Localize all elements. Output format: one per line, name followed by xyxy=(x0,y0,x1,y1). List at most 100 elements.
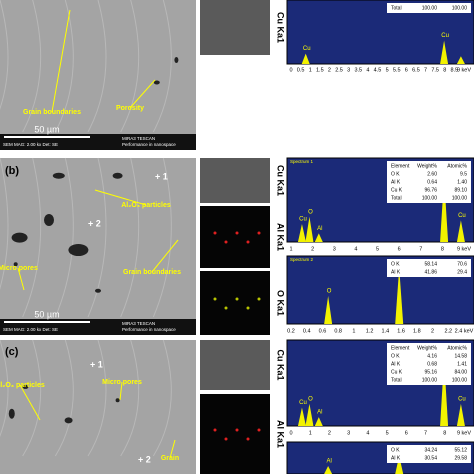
pore xyxy=(153,80,160,85)
x-tick-label: 1 xyxy=(352,328,355,334)
table-cell: 9.5 xyxy=(460,171,467,177)
table-header: Atomic% xyxy=(447,345,467,351)
x-tick-label: 2.5 xyxy=(335,67,343,73)
table-cell: 100.00 xyxy=(422,5,438,11)
peak-label: Al xyxy=(326,459,331,465)
x-tick-label: 0.6 xyxy=(319,328,327,334)
x-tick-label: 2 xyxy=(328,430,331,436)
x-tick-label: 4 xyxy=(354,246,357,252)
x-tick-label: 0.2 xyxy=(287,328,295,334)
table-cell: Al K xyxy=(391,269,401,275)
table-cell: 2.60 xyxy=(427,171,437,177)
x-tick-label: 0.5 xyxy=(297,67,305,73)
map-dot xyxy=(224,437,228,441)
annotation: Porosity xyxy=(116,105,144,112)
table-cell: O K xyxy=(391,261,400,267)
grain-line xyxy=(87,339,107,457)
element-map xyxy=(200,271,270,335)
x-tick-label: 4 xyxy=(366,430,369,436)
table-header: Element xyxy=(391,345,410,351)
map-dot xyxy=(235,428,239,432)
x-tick-label: 1.6 xyxy=(397,328,405,334)
sem-info: SEM MAG: 2.00 kx Det: SE xyxy=(3,327,58,332)
grain-line xyxy=(152,0,172,133)
x-tick-label: 3.5 xyxy=(354,67,362,73)
annotation: Micro pores xyxy=(0,265,38,272)
map-dot xyxy=(257,297,261,301)
x-tick-label: 0.4 xyxy=(303,328,311,334)
map-label: Cu Ka1 xyxy=(276,165,286,196)
table-cell: Total xyxy=(391,5,402,11)
x-tick-label: 3 xyxy=(347,430,350,436)
map-label: Al Ka1 xyxy=(276,223,286,251)
grain-line xyxy=(0,157,9,290)
map-label: Cu Ka1 xyxy=(276,12,286,43)
brand-tagline: Performance in nanospace xyxy=(122,327,176,332)
panel-id: (b) xyxy=(5,165,19,177)
map-dot xyxy=(246,437,250,441)
x-tick-label: 7 xyxy=(424,430,427,436)
map-dot xyxy=(213,428,217,432)
grain-line xyxy=(54,157,74,318)
point-label: + 1 xyxy=(90,359,103,369)
table-cell: 1.40 xyxy=(457,179,467,185)
table-cell: O K xyxy=(391,447,400,453)
pore xyxy=(95,288,101,293)
x-tick-label: 8 xyxy=(441,246,444,252)
map-dot xyxy=(246,306,250,310)
pore xyxy=(44,213,54,226)
peak-label: Cu xyxy=(299,217,307,223)
x-tick-label: 9 keV xyxy=(457,246,471,252)
sem-image xyxy=(0,158,196,335)
result-table xyxy=(387,259,471,277)
table-header: Weight% xyxy=(417,163,437,169)
grain-line xyxy=(22,339,42,457)
x-tick-label: 1 xyxy=(309,430,312,436)
peak xyxy=(305,403,314,426)
x-tick-label: 1.8 xyxy=(413,328,421,334)
table-cell: 0.64 xyxy=(427,179,437,185)
map-label: O Ka1 xyxy=(276,290,286,316)
map-dot xyxy=(235,297,239,301)
x-tick-label: 7 xyxy=(424,67,427,73)
table-cell: 1.41 xyxy=(457,361,467,367)
sem-info: SEM MAG: 2.00 kx Det: SE xyxy=(3,142,58,147)
brand: MIRA3 TESCAN xyxy=(122,136,155,141)
pore xyxy=(52,172,65,179)
table-header: Element xyxy=(391,163,410,169)
grain-line xyxy=(152,339,172,457)
table-cell: O K xyxy=(391,353,400,359)
brand: MIRA3 TESCAN xyxy=(122,321,155,326)
annotation: Al₂O₃ particles xyxy=(121,202,171,209)
map-dot xyxy=(235,231,239,235)
table-cell: O K xyxy=(391,171,400,177)
grain-line xyxy=(120,157,140,318)
x-tick-label: 0 xyxy=(289,430,292,436)
table-cell: 96.76 xyxy=(424,187,437,193)
map-label: Al Ka1 xyxy=(276,420,286,448)
pointer xyxy=(119,381,123,401)
table-cell: 89.10 xyxy=(454,187,467,193)
x-tick-label: 6 xyxy=(405,67,408,73)
peak xyxy=(297,407,306,426)
peak-label: Cu xyxy=(458,396,466,402)
peak xyxy=(305,216,314,242)
pointer xyxy=(151,239,179,273)
pointer xyxy=(17,267,25,291)
x-tick-label: 3 xyxy=(347,67,350,73)
table-cell: Al K xyxy=(391,179,401,185)
scale-label: 50 µm xyxy=(34,309,59,319)
grain-line xyxy=(87,0,107,133)
peak-label: Cu xyxy=(299,400,307,406)
x-tick-label: 1.2 xyxy=(366,328,374,334)
pointer xyxy=(51,9,71,113)
x-tick-label: 9 keV xyxy=(457,67,471,73)
spectrum-title: Spectrum 2 xyxy=(290,257,314,262)
table-cell: 14.58 xyxy=(454,353,467,359)
peak xyxy=(456,403,465,426)
table-cell: 30.54 xyxy=(424,455,437,461)
peak-label: Cu xyxy=(458,213,466,219)
x-tick-label: 2 xyxy=(328,67,331,73)
result-table xyxy=(387,3,471,13)
